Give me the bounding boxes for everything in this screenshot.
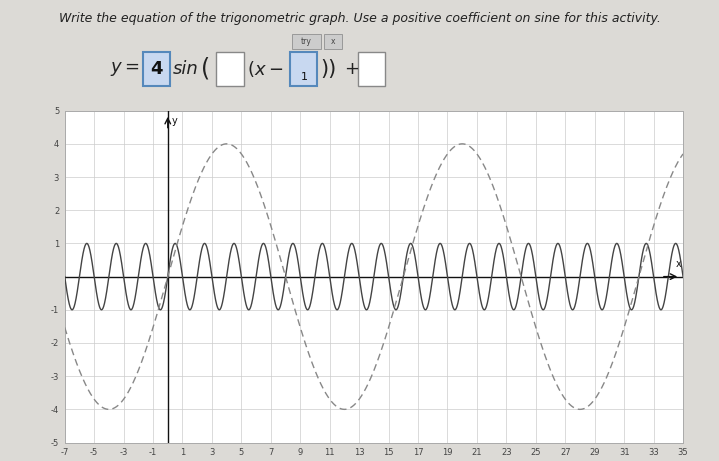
Text: 1: 1	[301, 72, 307, 82]
Text: try: try	[301, 37, 311, 46]
Bar	[216, 52, 244, 86]
Text: $y=$: $y=$	[110, 60, 139, 78]
Text: $(x-$: $(x-$	[247, 59, 283, 79]
Text: +: +	[344, 60, 360, 78]
Bar	[142, 52, 170, 86]
Text: 4: 4	[150, 60, 162, 78]
Text: )): ))	[321, 59, 337, 79]
Bar	[357, 52, 385, 86]
Text: x: x	[331, 37, 335, 46]
Text: (: (	[201, 57, 210, 81]
Bar	[324, 34, 342, 49]
Bar	[290, 52, 318, 86]
Text: sin: sin	[173, 60, 199, 78]
Text: y: y	[171, 116, 177, 125]
Text: x: x	[676, 259, 682, 269]
Text: Write the equation of the trigonometric graph. Use a positive coefficient on sin: Write the equation of the trigonometric …	[58, 12, 661, 24]
Bar	[292, 34, 321, 49]
